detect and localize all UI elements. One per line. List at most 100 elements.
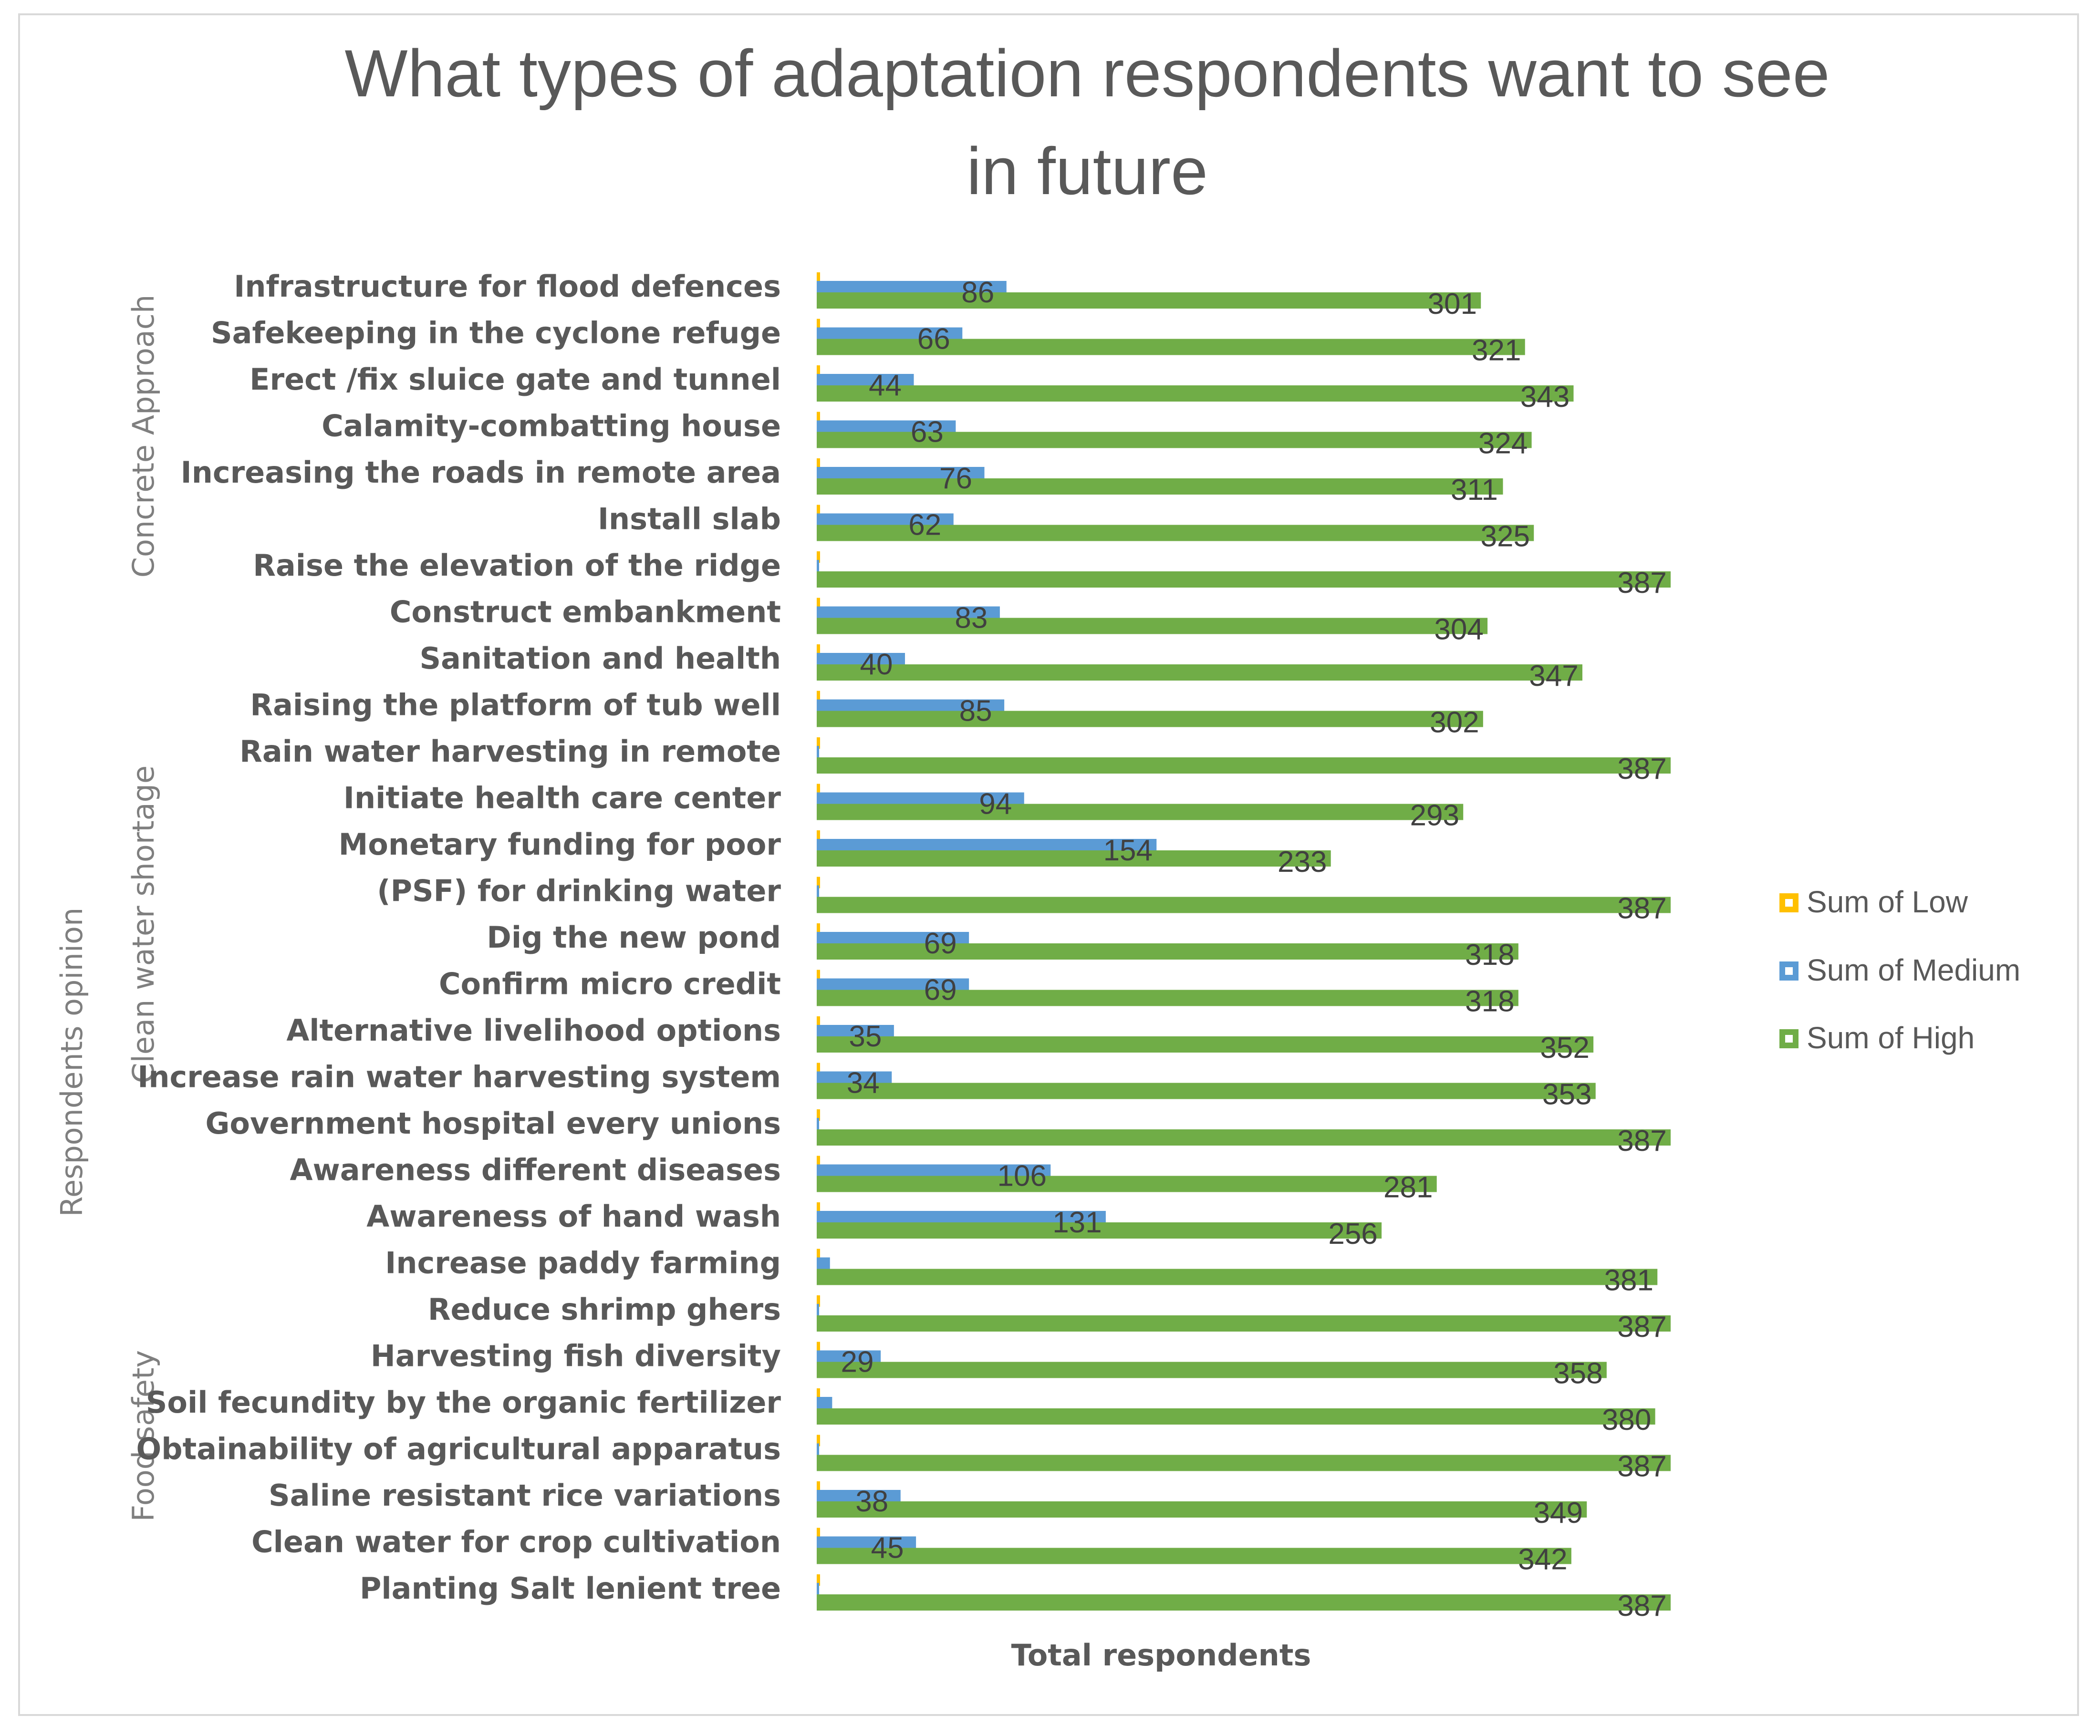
data-label: 381: [1604, 1264, 1653, 1297]
chart-title: What types of adaptation respondents wan…: [344, 36, 1830, 208]
data-label: 45: [871, 1532, 904, 1565]
bar-high: [817, 1129, 1671, 1146]
bar-high: [817, 525, 1534, 541]
category-label: Initiate health care center: [343, 781, 781, 816]
category-label: Monetary funding for poor: [339, 827, 781, 862]
chart-title-line: What types of adaptation respondents wan…: [344, 36, 1830, 111]
group-labels: Concrete Approach Clean water shortage Foo…: [54, 295, 161, 1522]
data-label: 304: [1434, 613, 1483, 646]
bar-low: [817, 644, 820, 656]
category-label: Safekeeping in the cyclone refuge: [211, 316, 781, 351]
data-label: 321: [1472, 334, 1521, 367]
bar-high: [817, 664, 1582, 681]
data-label: 349: [1534, 1497, 1583, 1529]
category-label: Alternative livelihood options: [286, 1013, 781, 1048]
bar-low: [817, 1156, 820, 1168]
category-label: Awareness of hand wash: [366, 1199, 781, 1234]
data-label: 62: [908, 509, 941, 542]
data-label: 29: [841, 1346, 874, 1379]
category-label: Sanitation and health: [419, 641, 781, 676]
data-label: 86: [961, 276, 994, 309]
bar-low: [817, 1528, 820, 1540]
bar-high: [817, 1501, 1587, 1518]
chart-svg: What types of adaptation respondents wan…: [54, 36, 2020, 1673]
bar-medium: [817, 746, 819, 762]
category-label: Infrastructure for flood defences: [234, 269, 781, 304]
bar-low: [817, 1295, 820, 1307]
bar-low: [817, 970, 820, 982]
bar-high: [817, 292, 1481, 309]
bar-low: [817, 458, 820, 470]
bar-low: [817, 1342, 820, 1354]
legend-label: Sum of Medium: [1807, 953, 2020, 987]
bar-medium: [817, 1443, 819, 1460]
data-label: 281: [1383, 1171, 1433, 1204]
bar-low: [817, 1249, 820, 1261]
legend-swatch-inner: [1785, 899, 1793, 907]
bar-high: [817, 1083, 1596, 1099]
category-label: Raising the platform of tub well: [250, 688, 781, 723]
data-label: 154: [1103, 834, 1153, 867]
data-label: 353: [1542, 1078, 1591, 1111]
bar-high: [817, 897, 1671, 913]
bar-low: [817, 1202, 820, 1214]
bar-high: [817, 1222, 1382, 1239]
bar-high: [817, 385, 1574, 402]
bar-high: [817, 1315, 1671, 1332]
bar-low: [817, 1481, 820, 1493]
category-label: Planting Salt lenient tree: [360, 1571, 781, 1606]
bar-low: [817, 1435, 820, 1447]
data-label: 311: [1451, 474, 1498, 506]
bar-low: [817, 1109, 820, 1121]
bar-low: [817, 1016, 820, 1028]
category-label: Increase paddy farming: [385, 1246, 781, 1281]
bar-high: [817, 1036, 1594, 1053]
category-label: Increasing the roads in remote area: [181, 455, 781, 490]
data-label: 387: [1617, 1125, 1666, 1157]
data-labels: 8666446376628340859415469693534106131293…: [841, 276, 1667, 1622]
bar-low: [817, 784, 820, 796]
category-label: Reduce shrimp ghers: [428, 1292, 781, 1327]
data-label: 85: [959, 695, 992, 728]
data-label: 131: [1052, 1206, 1102, 1239]
data-label: 83: [955, 602, 988, 635]
bar-high: [817, 1594, 1671, 1611]
bar-medium: [817, 1118, 819, 1134]
data-label: 69: [924, 927, 957, 960]
bar-high: [817, 1455, 1671, 1471]
data-label: 347: [1529, 660, 1578, 692]
data-label: 380: [1602, 1404, 1651, 1436]
bar-low: [817, 319, 820, 331]
legend-swatch-inner: [1785, 1035, 1793, 1043]
bar-high: [817, 850, 1331, 867]
bar-high: [817, 943, 1518, 960]
chart-title-line: in future: [967, 134, 1208, 208]
data-label: 233: [1278, 846, 1327, 878]
category-label: Saline resistant rice variations: [269, 1478, 781, 1513]
bars: [817, 272, 1671, 1611]
bar-high: [817, 990, 1518, 1006]
bar-medium: [817, 560, 819, 576]
data-label: 387: [1617, 892, 1666, 925]
category-label: (PSF) for drinking water: [377, 874, 781, 909]
legend-swatch-inner: [1785, 967, 1793, 975]
data-label: 318: [1465, 939, 1514, 971]
group-label: Clean water shortage: [126, 765, 161, 1084]
category-label: Install slab: [598, 502, 781, 537]
data-label: 325: [1481, 520, 1530, 553]
bar-high: [817, 432, 1532, 448]
bar-low: [817, 598, 820, 610]
data-label: 352: [1540, 1032, 1589, 1064]
outer-axis-label: Respondents opinion: [54, 908, 89, 1217]
category-label: Obtainability of agricultural apparatus: [136, 1432, 781, 1467]
bar-high: [817, 1548, 1571, 1564]
bar-low: [817, 737, 820, 749]
category-label: Confirm micro credit: [439, 967, 781, 1002]
bar-high: [817, 339, 1525, 355]
bar-high: [817, 618, 1488, 634]
bar-high: [817, 1176, 1437, 1192]
bar-medium: [817, 1304, 819, 1320]
category-label: Clean water for crop cultivation: [251, 1525, 781, 1560]
category-label: Calamity-combatting house: [322, 409, 781, 444]
data-label: 324: [1478, 427, 1528, 460]
